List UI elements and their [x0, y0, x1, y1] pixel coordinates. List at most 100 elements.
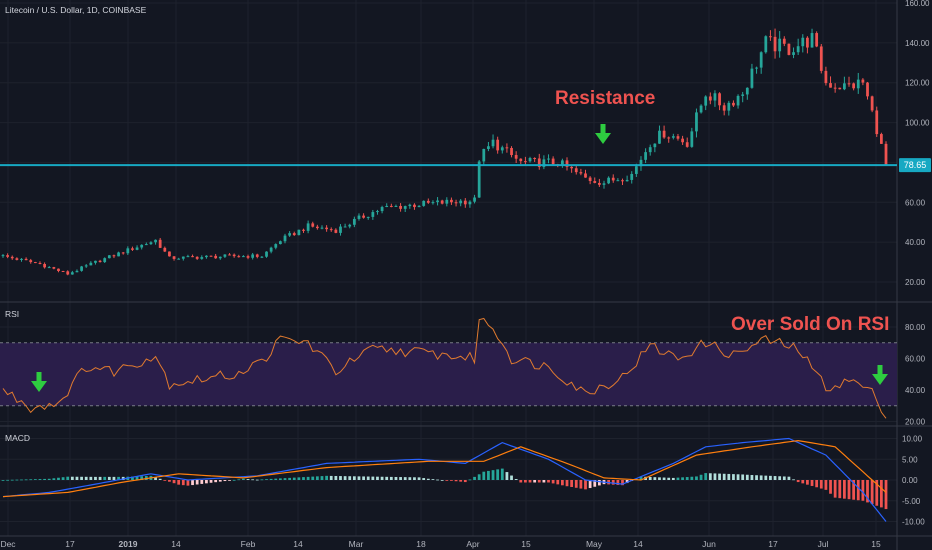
candle[interactable]: [362, 213, 365, 219]
candle[interactable]: [288, 231, 292, 237]
candle[interactable]: [755, 66, 758, 74]
candle[interactable]: [658, 125, 661, 144]
candle[interactable]: [584, 169, 587, 178]
candle[interactable]: [676, 133, 680, 141]
candle[interactable]: [750, 63, 754, 89]
candle[interactable]: [121, 251, 125, 255]
candle[interactable]: [61, 270, 65, 273]
candle[interactable]: [745, 87, 749, 100]
candle[interactable]: [408, 203, 412, 209]
candle[interactable]: [514, 151, 518, 163]
candle[interactable]: [195, 256, 199, 260]
candle[interactable]: [302, 228, 305, 233]
candle[interactable]: [708, 92, 712, 105]
candle[interactable]: [371, 209, 375, 220]
candle[interactable]: [57, 268, 60, 273]
candle[interactable]: [681, 135, 684, 145]
candle[interactable]: [403, 205, 407, 212]
candle[interactable]: [561, 158, 564, 168]
macd-histogram[interactable]: [1, 468, 888, 510]
candle[interactable]: [394, 204, 398, 207]
candle[interactable]: [228, 253, 231, 256]
candle[interactable]: [200, 255, 204, 260]
candle[interactable]: [565, 157, 569, 171]
candle[interactable]: [209, 255, 213, 257]
candle[interactable]: [181, 256, 185, 261]
candle[interactable]: [764, 35, 768, 54]
candle[interactable]: [89, 261, 93, 266]
candle[interactable]: [80, 265, 83, 272]
candle[interactable]: [505, 143, 509, 153]
candle[interactable]: [131, 246, 134, 251]
candle[interactable]: [602, 180, 606, 189]
candle[interactable]: [232, 253, 236, 258]
candle[interactable]: [454, 199, 458, 207]
candle[interactable]: [436, 197, 439, 206]
candle[interactable]: [463, 198, 467, 208]
candle[interactable]: [186, 254, 190, 258]
candle[interactable]: [440, 199, 444, 205]
candle[interactable]: [704, 95, 708, 111]
candle[interactable]: [24, 257, 28, 261]
candle[interactable]: [727, 100, 731, 116]
candle[interactable]: [667, 136, 671, 143]
candle[interactable]: [163, 246, 167, 253]
candle[interactable]: [570, 166, 574, 173]
candle[interactable]: [255, 253, 259, 259]
candle[interactable]: [847, 76, 851, 87]
candle[interactable]: [334, 228, 338, 234]
symbol-title[interactable]: Litecoin / U.S. Dollar, 1D, COINBASE: [5, 5, 147, 15]
candle[interactable]: [819, 44, 823, 74]
candle[interactable]: [107, 255, 111, 259]
candle[interactable]: [824, 66, 828, 86]
candle[interactable]: [311, 221, 315, 228]
candle[interactable]: [348, 223, 352, 229]
candle[interactable]: [352, 216, 356, 228]
candle[interactable]: [477, 159, 481, 198]
candle[interactable]: [491, 134, 495, 149]
candle[interactable]: [144, 242, 148, 246]
candle[interactable]: [223, 254, 227, 258]
time-axis-ticks[interactable]: Dec 17 2019 14 Feb 14 Mar 18 Apr 15 May 14 Jun 17 Jul 1…: [0, 539, 881, 549]
candle[interactable]: [551, 156, 555, 165]
candle[interactable]: [778, 31, 782, 58]
candle[interactable]: [283, 233, 287, 244]
candle[interactable]: [801, 34, 805, 53]
candle[interactable]: [278, 240, 282, 245]
candle[interactable]: [191, 254, 194, 258]
candle[interactable]: [579, 168, 583, 176]
candle[interactable]: [422, 200, 426, 207]
candle[interactable]: [1, 254, 5, 258]
candle[interactable]: [70, 270, 74, 275]
candle[interactable]: [671, 133, 675, 140]
candle[interactable]: [542, 155, 546, 170]
candle[interactable]: [274, 243, 278, 250]
candle[interactable]: [10, 255, 14, 260]
candle[interactable]: [43, 262, 46, 269]
candle[interactable]: [815, 31, 819, 48]
candle[interactable]: [140, 244, 144, 250]
candle[interactable]: [177, 257, 181, 260]
candle[interactable]: [875, 106, 879, 137]
candle[interactable]: [29, 258, 33, 264]
candle[interactable]: [380, 205, 384, 214]
candle[interactable]: [242, 255, 245, 258]
candle[interactable]: [103, 257, 107, 264]
candle[interactable]: [736, 94, 740, 109]
candle[interactable]: [260, 256, 264, 259]
candle[interactable]: [653, 143, 657, 153]
candle[interactable]: [699, 104, 703, 114]
candle[interactable]: [806, 36, 809, 54]
candle[interactable]: [376, 209, 379, 215]
candle[interactable]: [154, 239, 157, 245]
candle[interactable]: [459, 199, 463, 207]
candle[interactable]: [662, 125, 666, 139]
candle[interactable]: [796, 38, 800, 55]
macd-pane-label[interactable]: MACD: [5, 433, 30, 443]
candle[interactable]: [533, 157, 537, 162]
candle[interactable]: [251, 252, 255, 260]
candle[interactable]: [292, 231, 296, 236]
candle[interactable]: [237, 254, 241, 258]
candle[interactable]: [782, 36, 786, 47]
